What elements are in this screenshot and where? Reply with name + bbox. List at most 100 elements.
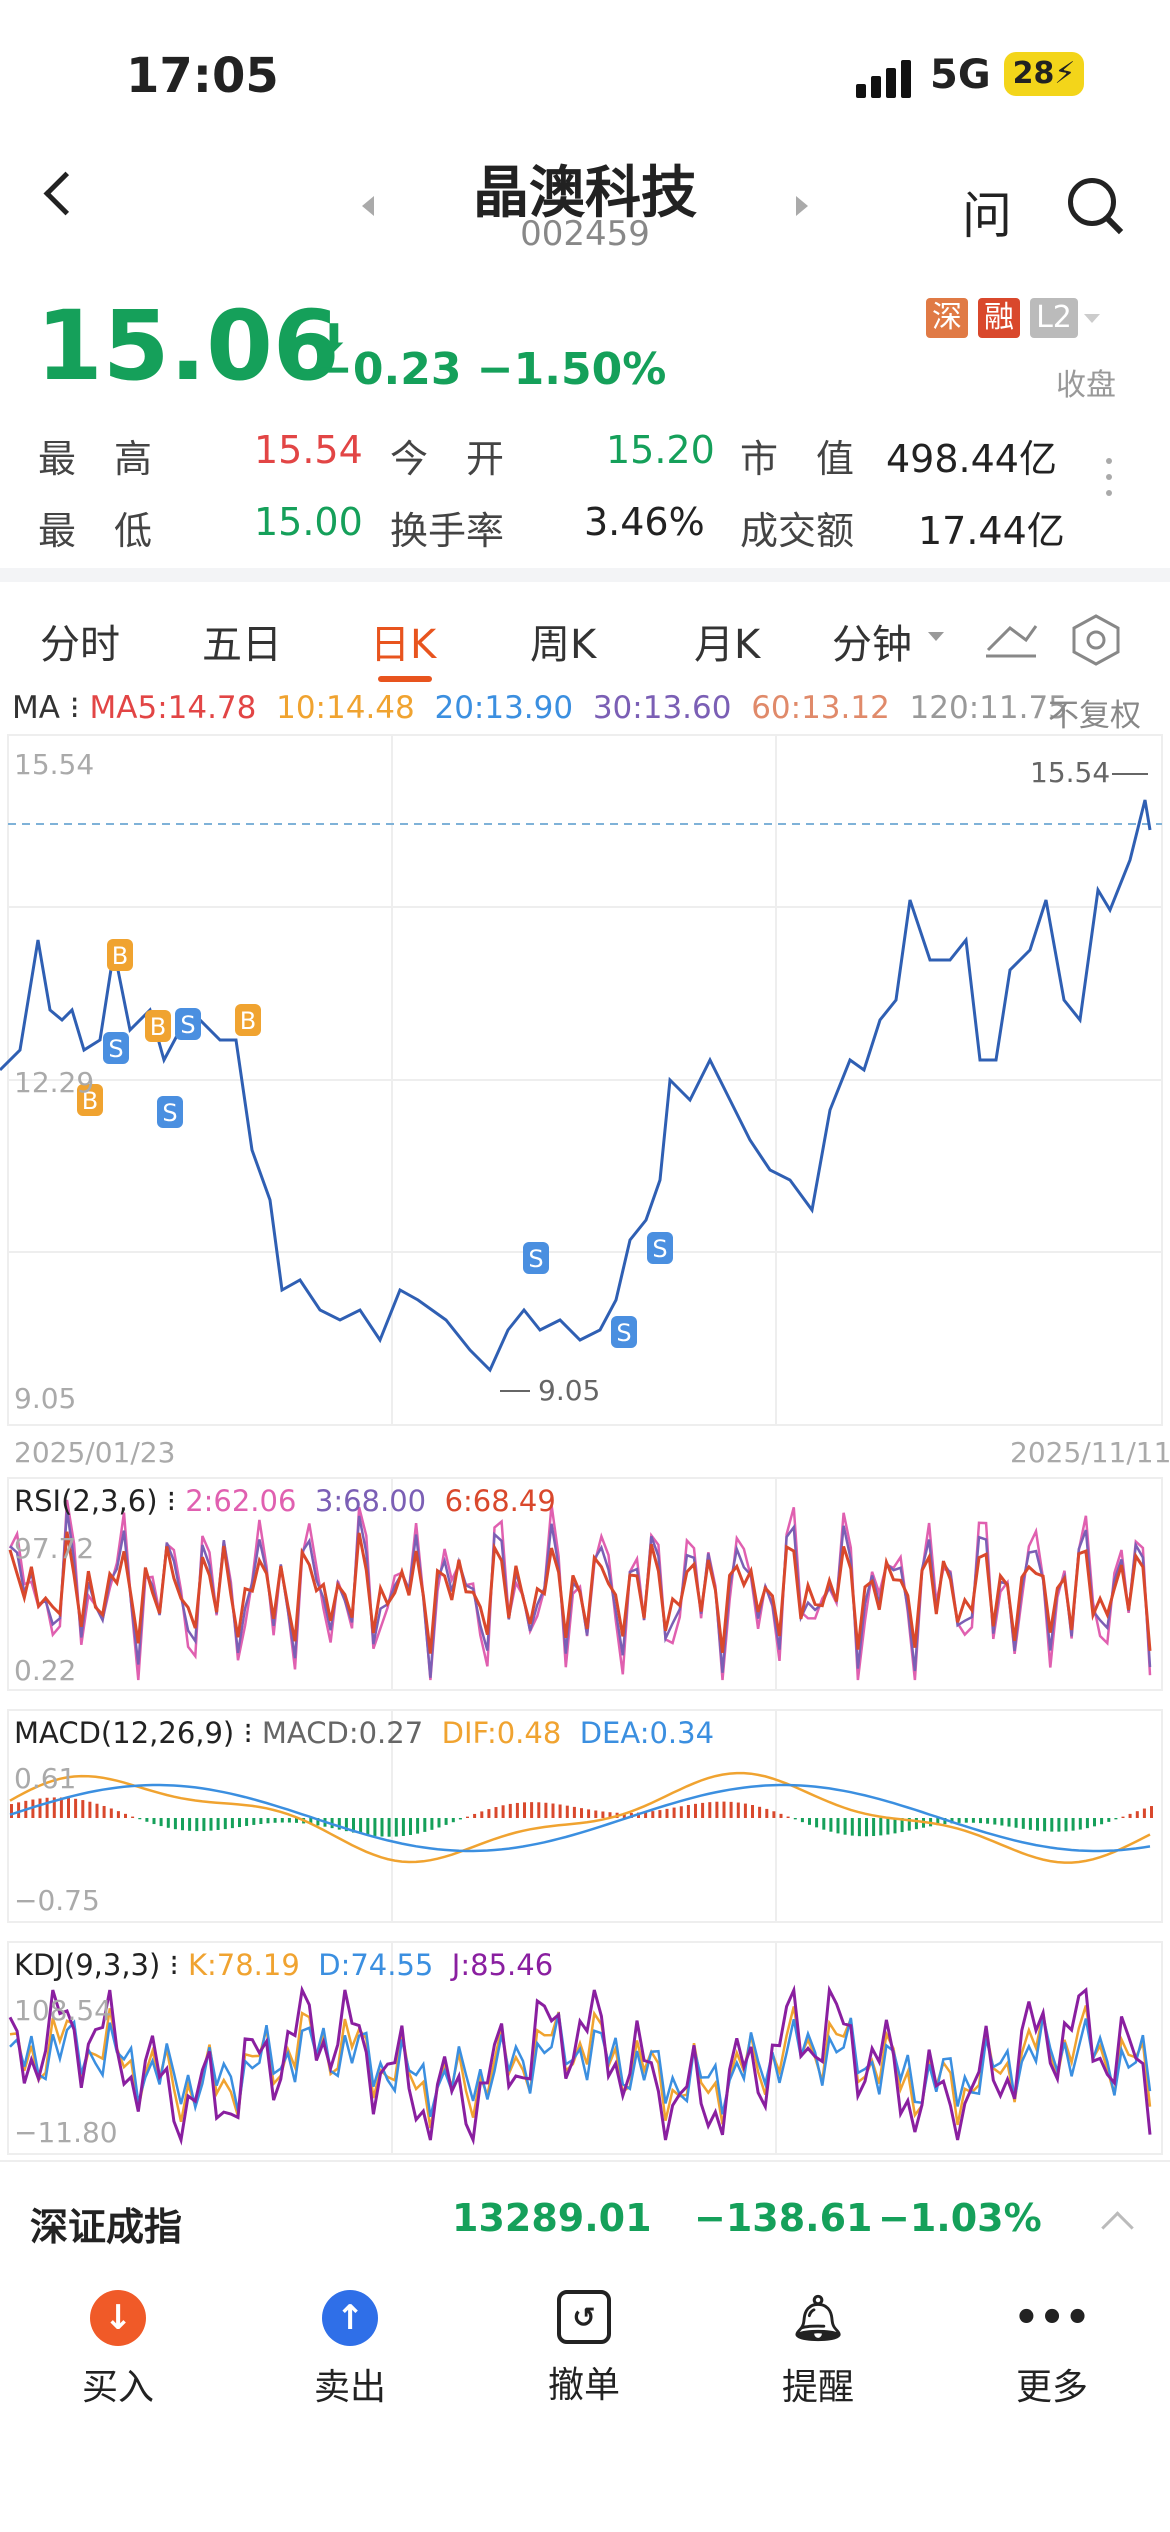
tab-fenzhong[interactable]: 分钟 (832, 622, 912, 668)
sell-label: 卖出 (313, 2367, 386, 2408)
svg-text:S: S (162, 1099, 177, 1127)
buy-button[interactable]: ↓ 买入 (58, 2290, 178, 2410)
macd-bar (181, 1818, 184, 1831)
ma120-value: 120:11.75 (909, 690, 1068, 726)
index-value: 13289.01 (452, 2196, 652, 2240)
tag-rong: 融 (978, 298, 1020, 338)
macd-bar (81, 1800, 85, 1818)
macd-bar (708, 1802, 712, 1818)
macd-bar (879, 1818, 883, 1836)
turnover-value: 3.46% (584, 500, 705, 544)
svg-text:S: S (652, 1235, 667, 1263)
macd-bar (701, 1802, 705, 1818)
tag-l2[interactable]: L2 (1030, 298, 1078, 338)
kdj-top: 108.54 (14, 1994, 112, 2027)
search-icon[interactable] (1068, 178, 1116, 226)
macd-bar (266, 1818, 270, 1824)
macd-bar (67, 1797, 70, 1818)
sell-button[interactable]: ↑ 卖出 (290, 2290, 410, 2410)
minute-dropdown-icon[interactable] (928, 632, 944, 641)
min-price-pointer (500, 1390, 530, 1392)
market-status: 收盘 (1056, 368, 1116, 403)
tab-zhouk[interactable]: 周K (530, 622, 597, 668)
macd-bar (580, 1808, 583, 1818)
tab-rik[interactable]: 日K (370, 622, 437, 668)
index-bar[interactable] (0, 2160, 1170, 2282)
rsi-bottom: 0.22 (14, 1654, 77, 1687)
buy-marker (77, 1084, 103, 1116)
macd-bar (565, 1805, 569, 1818)
adjust-mode[interactable]: 不复权 (1048, 698, 1141, 734)
current-price: 15.06 (36, 290, 340, 402)
cap-value: 498.44亿 (886, 437, 1057, 481)
ask-button[interactable]: 问 (962, 187, 1012, 245)
macd-bar (872, 1818, 876, 1837)
macd-bar (195, 1818, 199, 1832)
tab-wuri[interactable]: 五日 (202, 622, 282, 668)
macd-bar (736, 1802, 740, 1818)
macd-bar (608, 1812, 612, 1818)
cancel-order-label: 撤单 (547, 2365, 620, 2406)
kdj-title: KDJ(9,3,3) (14, 1948, 161, 1982)
macd-bar (822, 1818, 826, 1830)
y-axis-bottom: 9.05 (14, 1382, 77, 1415)
macd-bar (173, 1818, 177, 1830)
macd-bar (352, 1818, 355, 1833)
alert-label: 提醒 (781, 2367, 854, 2408)
macd-bar (658, 1810, 662, 1818)
stock-name: 晶澳科技 (473, 161, 697, 226)
kdj-j-line (8, 1984, 1152, 2146)
macd-bar (1093, 1818, 1096, 1827)
macd-bar (131, 1816, 135, 1818)
macd-bar (159, 1818, 163, 1827)
next-stock-icon[interactable] (796, 196, 808, 216)
change-value: −0.23 (316, 344, 462, 395)
prev-stock-icon[interactable] (362, 196, 374, 216)
macd-bar (230, 1818, 234, 1829)
macd-bar (850, 1818, 854, 1836)
macd-bar (444, 1818, 448, 1825)
macd-bar (743, 1803, 747, 1818)
macd-bar (437, 1818, 441, 1828)
macd-bar (993, 1818, 997, 1825)
svg-text:S: S (108, 1035, 123, 1063)
ma30-value: 30:13.60 (592, 690, 732, 726)
tag-shen: 深 (926, 298, 968, 338)
macd-bar (1057, 1818, 1061, 1832)
low-label: 最 低 (38, 509, 153, 553)
macd-bar (594, 1810, 598, 1818)
kdj-bottom: −11.80 (14, 2116, 118, 2149)
macd-bar (152, 1818, 156, 1825)
macd-bar (138, 1818, 142, 1820)
macd-bar (409, 1818, 412, 1836)
alert-button[interactable]: 🔔︎ 提醒 (758, 2290, 878, 2410)
macd-bar (900, 1818, 904, 1833)
macd-bar (672, 1807, 676, 1818)
macd-bar (772, 1811, 776, 1818)
macd-bar (10, 1804, 13, 1818)
macd-bar (109, 1808, 113, 1818)
tab-fenshi[interactable]: 分时 (40, 622, 120, 668)
ma10-value: 10:14.48 (276, 690, 415, 726)
macd-bar (686, 1805, 690, 1818)
svg-text:S: S (616, 1319, 631, 1347)
macd-dif-line (9, 1771, 1151, 1864)
tab-yuek[interactable]: 月K (694, 622, 761, 668)
macd-bar (124, 1813, 127, 1818)
more-button[interactable]: ••• 更多 (992, 2290, 1112, 2410)
l2-dropdown-icon[interactable] (1084, 314, 1100, 323)
macd-bar (166, 1818, 170, 1828)
macd-bar (1050, 1818, 1054, 1832)
sell-marker (157, 1096, 183, 1128)
sell-marker (647, 1232, 673, 1264)
cancel-order-button[interactable]: ↺ 撤单 (524, 2290, 644, 2408)
macd-bar (1085, 1818, 1089, 1829)
macd-bar (359, 1818, 363, 1834)
macd-bar (1135, 1811, 1139, 1818)
macd-bar (957, 1818, 961, 1823)
macd-bar (401, 1818, 405, 1836)
max-price-label: 15.54 (1030, 756, 1111, 789)
more-icon: ••• (1014, 2290, 1090, 2346)
more-vertical-icon[interactable] (1106, 458, 1112, 506)
